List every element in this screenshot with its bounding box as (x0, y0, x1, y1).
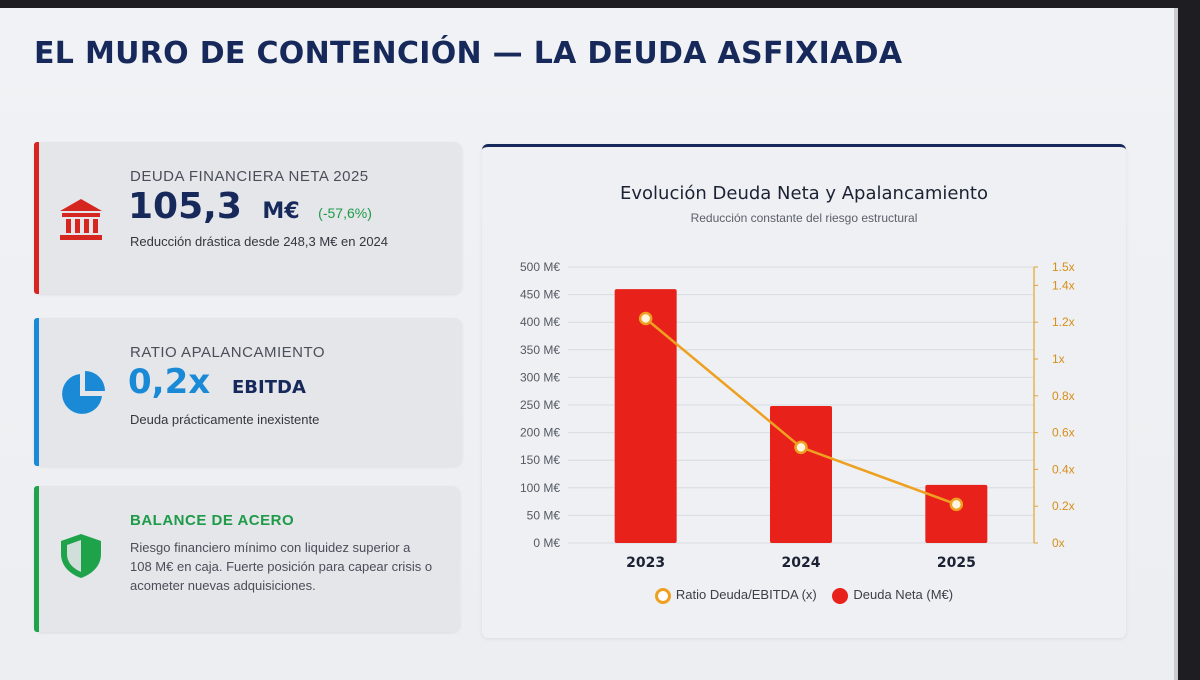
x-tick-label: 2024 (782, 555, 821, 571)
pie-chart-icon (58, 368, 108, 423)
description-line: Riesgo financiero mínimo con liquidez su… (130, 540, 411, 555)
y-right-tick-label: 0x (1052, 536, 1065, 550)
y-left-tick-label: 250 M€ (520, 398, 560, 412)
y-left-tick-label: 500 M€ (520, 260, 560, 274)
y-right-tick-label: 0.8x (1052, 389, 1075, 403)
kpi-card-balance: BALANCE DE ACERO Riesgo financiero mínim… (34, 486, 460, 632)
bar-2025 (925, 484, 988, 543)
kpi-label: RATIO APALANCAMIENTO (130, 344, 326, 361)
accent-bar (34, 486, 39, 632)
y-left-tick-label: 100 M€ (520, 481, 560, 495)
kpi-description: Deuda prácticamente inexistente (130, 412, 320, 427)
y-right-tick-label: 1.5x (1052, 260, 1075, 274)
shield-icon (58, 532, 104, 585)
legend-label: Ratio Deuda/EBITDA (x) (675, 587, 817, 603)
kpi-label: DEUDA FINANCIERA NETA 2025 (130, 168, 369, 185)
ratio-point-2025 (949, 497, 964, 512)
kpi-description: Reducción drástica desde 248,3 M€ en 202… (130, 234, 389, 249)
legend-item-ratio[interactable]: Ratio Deuda/EBITDA (x) (654, 587, 817, 604)
kpi-value: 105,3 M€ (-57,6%) (128, 186, 372, 227)
kpi-value: 0,2x EBITDA (128, 362, 306, 402)
description-line: 108 M€ en caja. Fuerte posición para cap… (130, 559, 433, 574)
legend-item-deuda[interactable]: Deuda Neta (M€) (832, 587, 953, 604)
x-tick-label: 2025 (937, 555, 976, 571)
legend-swatch (832, 587, 849, 604)
y-right-tick-label: 0.2x (1052, 499, 1075, 513)
kpi-number: 105,3 (128, 186, 242, 227)
ratio-point-2024 (794, 440, 808, 455)
kpi-number: 0,2x (128, 362, 211, 402)
ratio-point-2023 (638, 311, 653, 326)
chart-subtitle: Reducción constante del riesgo estructur… (690, 211, 918, 225)
y-right-tick-label: 1x (1052, 352, 1065, 366)
y-left-tick-label: 50 M€ (527, 508, 561, 522)
bar-2024 (770, 405, 832, 543)
y-right-tick-label: 0.6x (1052, 426, 1075, 440)
y-right-tick-label: 1.2x (1052, 315, 1075, 329)
slide-title: EL MURO DE CONTENCIÓN — LA DEUDA ASFIXIA… (34, 36, 903, 71)
chart-legend: Ratio Deuda/EBITDA (x) Deuda Neta (M€) (482, 587, 1126, 604)
legend-swatch (654, 587, 671, 604)
kpi-card-deuda: DEUDA FINANCIERA NETA 2025 105,3 M€ (-57… (34, 142, 462, 294)
y-right-tick-label: 1.4x (1052, 278, 1075, 292)
kpi-card-ratio: RATIO APALANCAMIENTO 0,2x EBITDA Deuda p… (34, 318, 462, 466)
accent-bar (34, 318, 39, 466)
kpi-unit: M€ (262, 199, 300, 224)
y-left-tick-label: 300 M€ (520, 370, 560, 384)
y-left-tick-label: 0 M€ (533, 536, 560, 550)
kpi-change: (-57,6%) (318, 205, 372, 221)
y-left-tick-label: 350 M€ (520, 343, 560, 357)
bar-2023 (614, 289, 677, 543)
legend-label: Deuda Neta (M€) (853, 587, 954, 603)
bank-icon (58, 196, 104, 247)
chart-title: Evolución Deuda Neta y Apalancamiento (620, 183, 988, 204)
kpi-description: Riesgo financiero mínimo con liquidez su… (130, 538, 432, 595)
y-left-tick-label: 450 M€ (520, 288, 560, 302)
kpi-unit: EBITDA (232, 377, 306, 398)
kpi-label: BALANCE DE ACERO (130, 512, 295, 529)
x-tick-label: 2023 (626, 555, 665, 571)
y-left-tick-label: 200 M€ (520, 426, 560, 440)
description-line: acometer nuevas adquisiciones. (130, 578, 316, 593)
y-left-tick-label: 150 M€ (520, 453, 560, 467)
chart-plot: 0 M€ 50 M€ 100 M€ 150 M€ 200 M€ 250 M€ 300 M€ 3… (520, 260, 1075, 571)
chart-card: Evolución Deuda Neta y Apalancamiento Re… (482, 144, 1126, 638)
y-left-tick-label: 400 M€ (520, 315, 560, 329)
y-right-tick-label: 0.4x (1052, 462, 1075, 476)
accent-bar (34, 142, 39, 294)
slide: EL MURO DE CONTENCIÓN — LA DEUDA ASFIXIA… (0, 8, 1178, 680)
